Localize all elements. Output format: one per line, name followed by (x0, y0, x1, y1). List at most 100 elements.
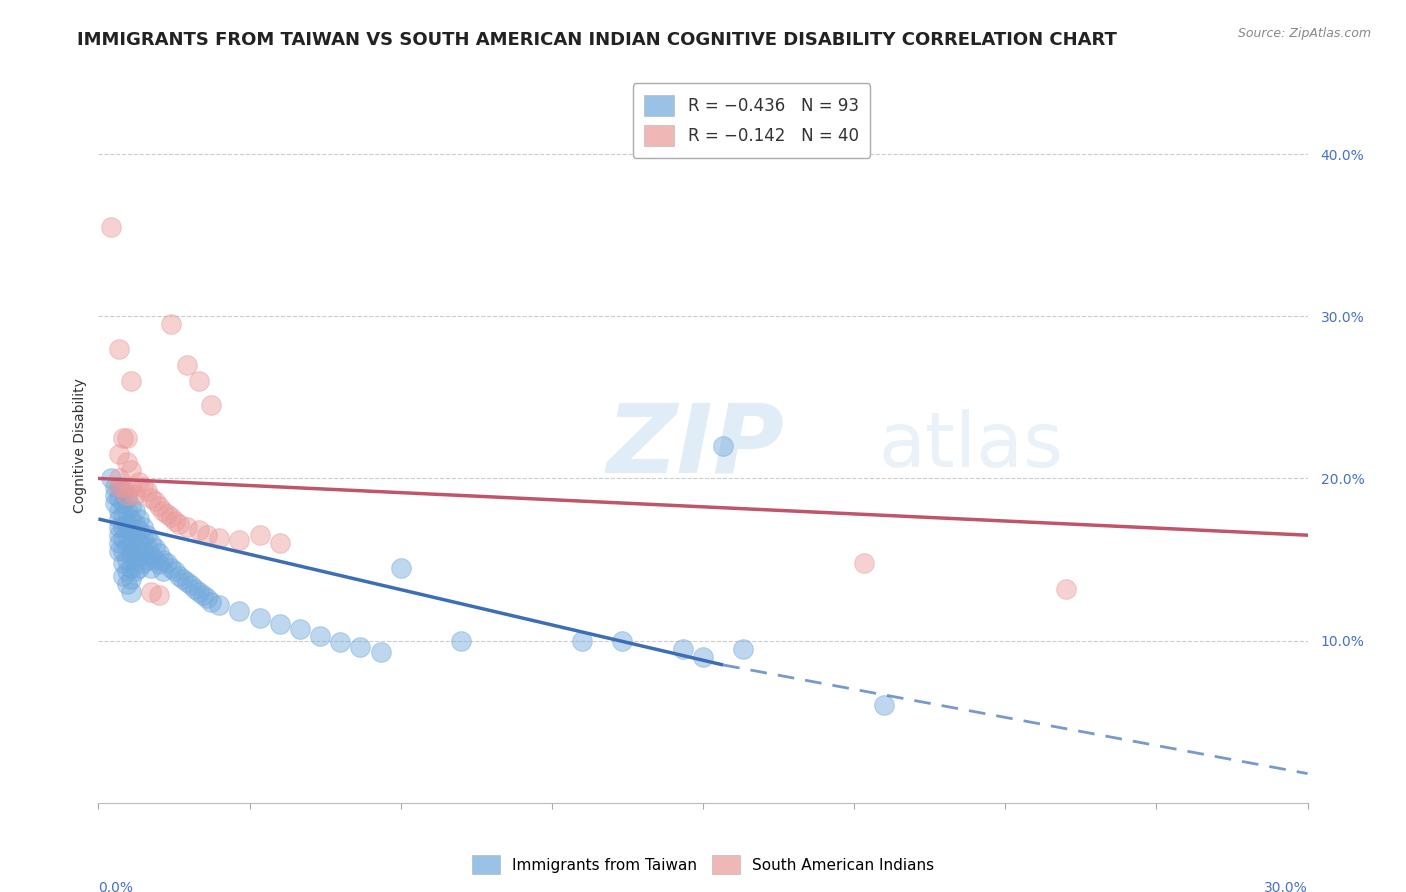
Point (228, 604, 250, 618)
Point (115, 564, 138, 578)
Point (692, 649, 714, 664)
Point (269, 617, 291, 632)
Point (107, 504, 129, 518)
Point (111, 556, 134, 570)
Point (103, 488, 125, 502)
Point (309, 629, 332, 643)
Point (135, 540, 157, 554)
Point (329, 635, 352, 649)
Point (148, 588, 170, 602)
Point (132, 544, 155, 558)
Point (111, 496, 134, 510)
Point (156, 507, 179, 521)
Legend: R = −0.436   N = 93, R = −0.142   N = 40: R = −0.436 N = 93, R = −0.142 N = 40 (633, 83, 870, 158)
Point (100, 220, 122, 235)
Point (128, 524, 150, 538)
Point (873, 698, 896, 713)
Point (188, 374, 211, 388)
Point (120, 560, 142, 574)
Point (120, 374, 142, 388)
Point (107, 512, 129, 526)
Point (135, 552, 157, 566)
Point (107, 479, 129, 493)
Point (111, 484, 134, 499)
Point (249, 611, 271, 625)
Point (160, 560, 183, 574)
Point (269, 536, 291, 550)
Point (100, 471, 122, 485)
Point (124, 552, 146, 566)
Point (107, 544, 129, 558)
Point (124, 516, 146, 531)
Point (132, 520, 155, 534)
Point (124, 541, 146, 556)
Point (1054, 582, 1077, 596)
Point (111, 431, 134, 445)
Point (156, 556, 179, 570)
Point (288, 622, 311, 636)
Point (228, 533, 250, 547)
Point (163, 564, 186, 578)
Point (200, 399, 222, 413)
Point (152, 552, 174, 566)
Point (152, 564, 174, 578)
Point (107, 471, 129, 485)
Point (120, 536, 142, 550)
Point (111, 520, 134, 534)
Point (128, 475, 150, 489)
Point (111, 479, 134, 493)
Point (111, 544, 134, 558)
Point (115, 577, 138, 591)
Point (249, 528, 271, 542)
Point (195, 591, 218, 606)
Point (167, 568, 190, 582)
Point (103, 496, 125, 510)
Point (139, 536, 162, 550)
Point (139, 560, 162, 574)
Point (107, 342, 129, 356)
Point (370, 645, 392, 659)
Point (389, 560, 412, 574)
Point (120, 585, 142, 599)
Point (176, 520, 198, 534)
Point (139, 549, 162, 564)
Point (124, 488, 146, 502)
Point (193, 588, 215, 602)
Point (107, 520, 129, 534)
Point (124, 504, 146, 518)
Point (180, 578, 202, 592)
Point (853, 556, 876, 570)
Point (208, 598, 231, 612)
Point (176, 575, 198, 590)
Point (111, 507, 134, 521)
Point (115, 540, 138, 554)
Point (120, 463, 142, 477)
Point (143, 541, 166, 556)
Point (176, 358, 198, 372)
Text: IMMIGRANTS FROM TAIWAN VS SOUTH AMERICAN INDIAN COGNITIVE DISABILITY CORRELATION: IMMIGRANTS FROM TAIWAN VS SOUTH AMERICAN… (77, 31, 1118, 49)
Point (107, 447, 129, 461)
Point (450, 633, 472, 648)
Point (111, 532, 134, 546)
Point (139, 491, 162, 505)
Point (143, 494, 166, 508)
Point (107, 479, 129, 493)
Point (184, 582, 207, 596)
Point (111, 568, 134, 582)
Text: atlas: atlas (879, 409, 1063, 483)
Point (148, 546, 170, 560)
Point (672, 641, 695, 656)
Point (139, 585, 162, 599)
Text: Source: ZipAtlas.com: Source: ZipAtlas.com (1237, 27, 1371, 40)
Point (163, 514, 186, 528)
Point (115, 488, 138, 502)
Point (120, 524, 142, 538)
Point (128, 512, 150, 526)
Point (103, 479, 125, 493)
Text: 30.0%: 30.0% (1264, 880, 1308, 892)
Point (107, 528, 129, 542)
Text: 0.0%: 0.0% (98, 880, 134, 892)
Point (124, 528, 146, 542)
Point (107, 491, 129, 505)
Point (160, 318, 183, 332)
